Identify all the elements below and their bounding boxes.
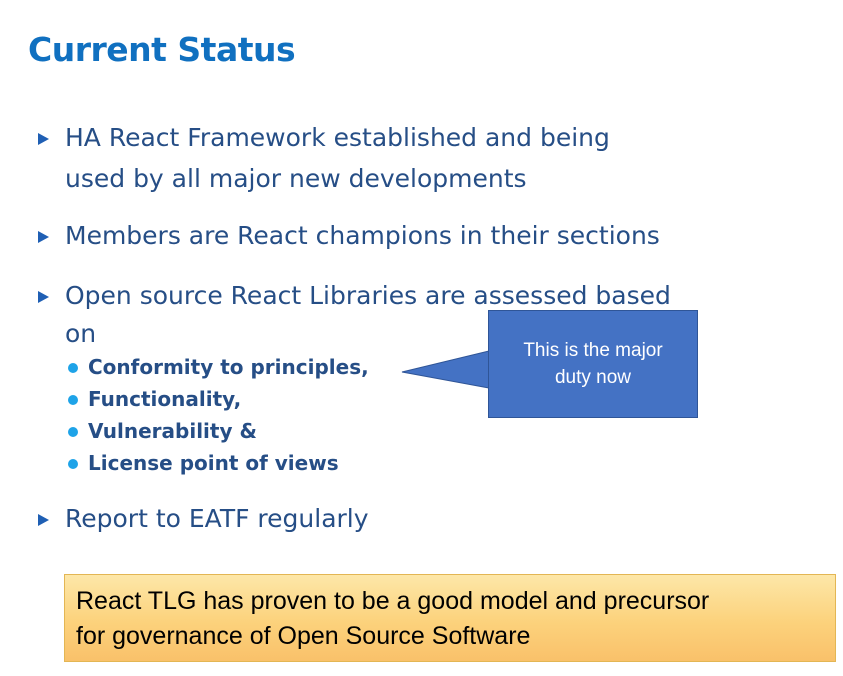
note-text-line: for governance of Open Source Software	[76, 622, 531, 650]
dot-bullet-icon	[68, 427, 78, 437]
sub-bullet-text: Conformity to principles,	[88, 355, 369, 379]
sub-bullet-text: Functionality,	[88, 387, 242, 411]
bullet-text-line: Members are React champions in their sec…	[65, 221, 660, 250]
bullet-text-line: Report to EATF regularly	[65, 504, 369, 533]
callout-box: This is the major duty now	[488, 310, 698, 418]
bullet-text-line: HA React Framework established and being	[65, 123, 610, 152]
callout-text-line: duty now	[554, 367, 632, 388]
slide-title: Current Status	[28, 30, 296, 69]
triangle-bullet-icon	[38, 133, 49, 145]
note-text-line: React TLG has proven to be a good model …	[76, 587, 710, 615]
sub-bullet-text: License point of views	[88, 451, 339, 475]
triangle-bullet-icon	[38, 231, 49, 243]
dot-bullet-icon	[68, 395, 78, 405]
triangle-bullet-icon	[38, 291, 49, 303]
dot-bullet-icon	[68, 363, 78, 373]
sub-bullet-text: Vulnerability &	[88, 419, 257, 443]
bullet-text-line: used by all major new developments	[65, 164, 527, 193]
callout-pointer-shape	[401, 350, 490, 389]
dot-bullet-icon	[68, 459, 78, 469]
triangle-bullet-icon	[38, 514, 49, 526]
callout-text-line: This is the major	[523, 340, 663, 361]
highlight-note-box: React TLG has proven to be a good model …	[64, 574, 836, 662]
bullet-text-line: on	[65, 319, 97, 348]
bullet-text-line: Open source React Libraries are assessed…	[65, 281, 671, 310]
